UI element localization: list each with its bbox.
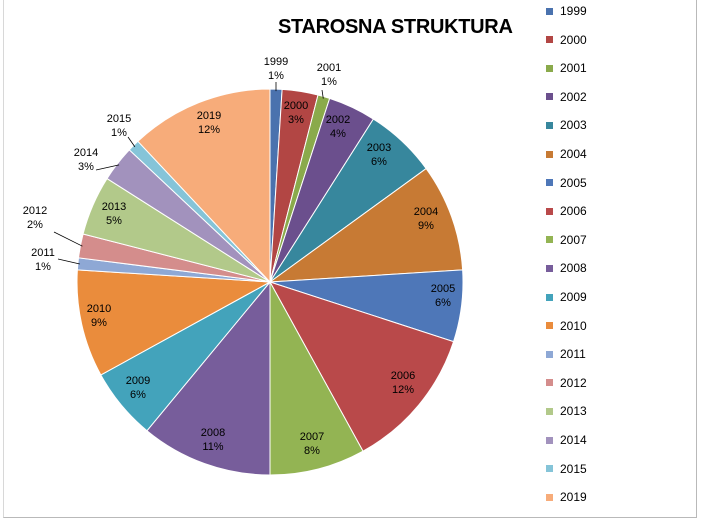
- legend-swatch: [546, 407, 553, 415]
- legend-swatch: [546, 93, 553, 101]
- legend-swatch: [546, 379, 553, 387]
- legend-swatch: [546, 207, 553, 215]
- legend-label: 2008: [560, 261, 587, 276]
- legend-label: 2015: [560, 461, 587, 476]
- legend-swatch: [546, 36, 553, 44]
- legend-item-2012: 2012: [546, 376, 587, 390]
- leader-line-2011: [57, 258, 80, 265]
- data-label-2001: 2001 1%: [317, 62, 341, 88]
- legend-label: 2002: [560, 89, 587, 104]
- legend-swatch: [546, 7, 553, 15]
- data-label-2015: 2015 1%: [107, 113, 131, 139]
- legend-swatch: [546, 121, 553, 129]
- pie-slice-2007: [269, 281, 364, 476]
- pie-slice-2004: [268, 167, 464, 283]
- legend-label: 2000: [560, 32, 587, 47]
- legend-label: 2011: [560, 347, 586, 362]
- legend-item-1999: 1999: [546, 4, 587, 18]
- legend-item-2009: 2009: [546, 290, 587, 304]
- pie-slice-2010: [76, 269, 272, 376]
- data-label-2008: 2008 11%: [201, 427, 225, 453]
- legend-swatch: [546, 64, 553, 72]
- legend-item-2005: 2005: [546, 176, 587, 190]
- legend-item-2006: 2006: [546, 204, 587, 218]
- pie-slice-2019: [137, 88, 271, 284]
- legend-label: 2003: [560, 118, 587, 133]
- legend-item-2011: 2011: [546, 347, 586, 361]
- legend-item-2008: 2008: [546, 261, 587, 275]
- legend-item-2000: 2000: [546, 33, 587, 47]
- legend-label: 2009: [560, 290, 587, 304]
- legend-label: 2013: [560, 404, 587, 419]
- data-label-2000: 2000 3%: [284, 100, 308, 126]
- legend-item-2002: 2002: [546, 90, 587, 104]
- pie-slice-2008: [146, 280, 271, 476]
- leader-line-2001: [321, 89, 324, 99]
- legend-label: 1999: [560, 4, 587, 18]
- legend-label: 2012: [560, 375, 587, 390]
- legend-swatch: [546, 322, 553, 330]
- legend-label: 2019: [560, 490, 587, 505]
- legend-label: 2014: [560, 433, 587, 447]
- legend-label: 2001: [560, 61, 587, 76]
- leader-line-2015: [127, 136, 136, 148]
- legend-swatch: [546, 264, 553, 272]
- legend-item-2004: 2004: [546, 147, 587, 161]
- legend-label: 2010: [560, 318, 587, 333]
- data-label-2004: 2004 9%: [414, 206, 438, 232]
- data-label-2003: 2003 6%: [367, 142, 391, 168]
- leader-line-2012: [53, 231, 83, 247]
- legend-label: 2004: [560, 147, 587, 161]
- legend-label: 2007: [560, 232, 587, 247]
- data-label-2012: 2012 2%: [23, 205, 47, 231]
- legend-swatch: [546, 465, 553, 473]
- legend-swatch: [546, 236, 553, 244]
- data-label-2007: 2007 8%: [300, 431, 324, 457]
- data-label-2019: 2019 12%: [197, 110, 221, 136]
- legend-swatch: [546, 179, 553, 187]
- legend-swatch: [546, 293, 553, 301]
- legend-label: 2005: [560, 175, 587, 190]
- legend-swatch: [546, 350, 553, 358]
- pie-slice-2006: [268, 281, 455, 452]
- data-label-2010: 2010 9%: [87, 303, 111, 329]
- legend-label: 2006: [560, 204, 587, 219]
- legend-item-2019: 2019: [546, 490, 587, 504]
- data-label-2005: 2005 6%: [431, 283, 455, 309]
- legend-swatch: [546, 150, 553, 158]
- data-label-2011: 2011 1%: [31, 247, 55, 273]
- leader-line-2014: [95, 164, 120, 171]
- legend-item-2001: 2001: [546, 61, 587, 75]
- data-label-2006: 2006 12%: [391, 370, 415, 396]
- legend-item-2007: 2007: [546, 233, 587, 247]
- legend-swatch: [546, 436, 553, 444]
- data-label-2013: 2013 5%: [102, 201, 126, 227]
- legend-item-2013: 2013: [546, 404, 587, 418]
- data-label-2009: 2009 6%: [126, 375, 150, 401]
- data-label-1999: 1999 1%: [264, 56, 288, 82]
- legend-item-2010: 2010: [546, 319, 587, 333]
- legend-item-2015: 2015: [546, 462, 587, 476]
- chart-title: STAROSNA STRUKTURA: [278, 16, 513, 38]
- legend-item-2003: 2003: [546, 118, 587, 132]
- legend-item-2014: 2014: [546, 433, 587, 447]
- data-label-2014: 2014 3%: [74, 147, 98, 173]
- data-label-2002: 2002 4%: [326, 114, 350, 140]
- legend-swatch: [546, 493, 553, 501]
